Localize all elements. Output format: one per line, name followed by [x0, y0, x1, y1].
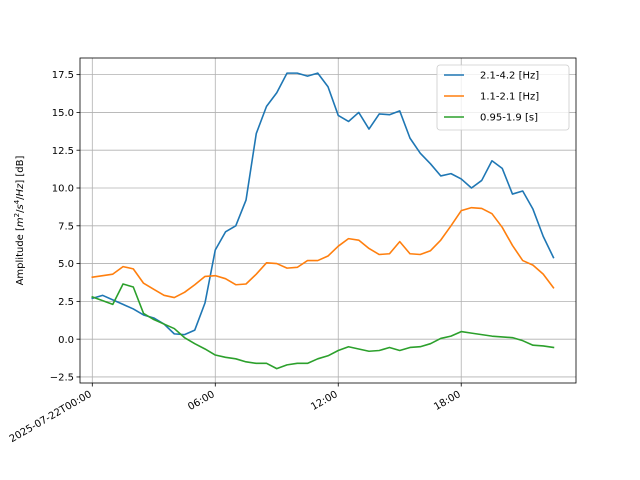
y-tick-label: 17.5: [52, 70, 74, 81]
y-tick-label: 12.5: [52, 146, 74, 157]
y-tick-label: 5.0: [58, 259, 74, 270]
y-tick-label: 2.5: [58, 297, 74, 308]
plot-frame: [79, 57, 577, 384]
y-axis-label: Amplitude [m2/s4/Hz] [dB]: [13, 155, 26, 285]
legend-label: 0.95-1.9 [s]: [480, 113, 538, 124]
series-line: [91, 283, 555, 370]
legend-label: 1.1-2.1 [Hz]: [480, 92, 539, 103]
y-tick-label: 0.0: [58, 335, 74, 346]
legend-frame: [436, 64, 570, 131]
legend-label: 2.1-4.2 [Hz]: [480, 71, 539, 82]
series-line: [91, 72, 555, 336]
y-tick-label: −2.5: [50, 373, 74, 384]
y-tick-label: 15.0: [52, 108, 74, 119]
y-tick-label: 10.0: [52, 184, 74, 195]
y-axis: −2.5 0.0 2.5 5.0 7.5 10.0 12.5 15.0 17.5: [50, 70, 80, 384]
series-lines: [91, 72, 555, 370]
legend: 2.1-4.2 [Hz] 1.1-2.1 [Hz] 0.95-1.9 [s]: [436, 64, 570, 131]
y-tick-label: 7.5: [58, 221, 74, 232]
series-line: [91, 206, 555, 299]
grid-lines: [80, 58, 576, 383]
